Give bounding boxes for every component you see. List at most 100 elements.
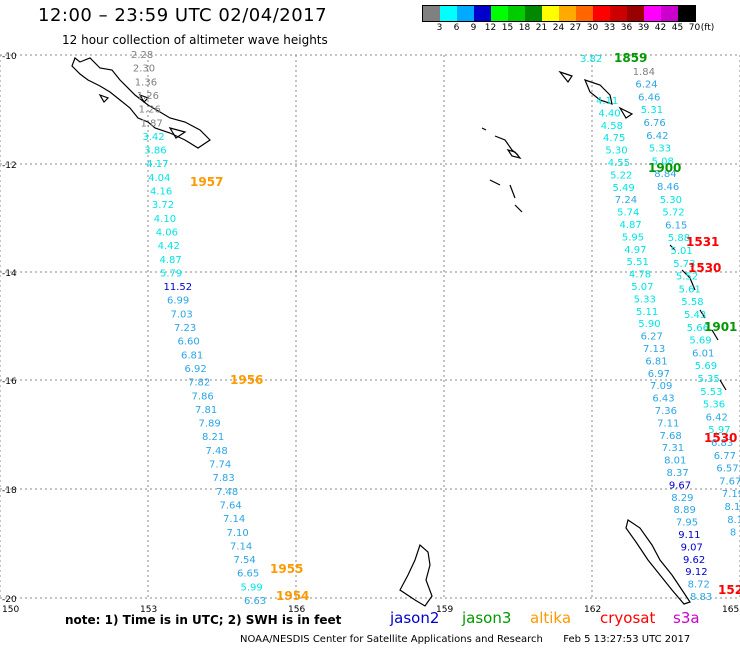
scale-swatch-1 xyxy=(440,6,457,21)
scale-tick-label: 12 xyxy=(484,23,497,33)
wave-height-value: 8.83 xyxy=(690,592,712,603)
wave-height-value: 7.10 xyxy=(227,528,249,539)
wave-height-value: 9.07 xyxy=(681,542,703,553)
wave-height-value: 6.77 xyxy=(714,451,736,462)
wave-height-value: 8.89 xyxy=(674,505,696,516)
wave-height-value: 6.83 xyxy=(711,438,733,449)
wave-height-value: 7.82 xyxy=(188,378,210,389)
wave-height-value: 5.90 xyxy=(638,319,660,330)
wave-height-value: 4.78 xyxy=(629,270,651,281)
scale-tick-label: 36 xyxy=(620,23,633,33)
wave-height-value: 3.42 xyxy=(142,132,164,143)
wave-height-value: 5.69 xyxy=(695,361,717,372)
wave-height-value: 5.33 xyxy=(634,294,656,305)
wave-height-value: 5.11 xyxy=(636,307,658,318)
wave-height-value: 7.24 xyxy=(615,195,637,206)
wave-height-value: 4.75 xyxy=(603,133,625,144)
pass-time-label: 1900 xyxy=(648,161,681,175)
wave-height-value: 7.48 xyxy=(216,487,238,498)
wave-height-value: 6.57 xyxy=(716,464,738,475)
wave-height-value: 7.48 xyxy=(206,446,228,457)
wave-height-value: 1.87 xyxy=(141,118,163,129)
wave-height-value: 5.31 xyxy=(641,105,663,116)
wave-height-value: 5.99 xyxy=(241,582,263,593)
wave-height-value: 4.42 xyxy=(158,241,180,252)
wave-height-value: 8.29 xyxy=(671,493,693,504)
wave-height-value: 6.81 xyxy=(645,356,667,367)
coastline-solomons xyxy=(558,70,634,119)
wave-height-value: 6.99 xyxy=(167,296,189,307)
wave-height-value: 3.72 xyxy=(152,200,174,211)
scale-swatch-5 xyxy=(508,6,525,21)
wave-height-value: 5.97 xyxy=(708,425,730,436)
wave-height-value: 7.81 xyxy=(195,405,217,416)
scale-swatch-2 xyxy=(457,6,474,21)
pass-time-label: 1901 xyxy=(704,320,737,334)
wave-height-value: 4.97 xyxy=(624,245,646,256)
wave-height-value: 7.31 xyxy=(662,443,684,454)
scale-tick-label: 21 xyxy=(535,23,548,33)
wave-height-value: 6.15 xyxy=(665,220,687,231)
wave-height-value: 6.01 xyxy=(692,348,714,359)
wave-height-value: 4.55 xyxy=(608,158,630,169)
wave-height-value: 5.53 xyxy=(700,387,722,398)
wave-height-value: 6.27 xyxy=(641,332,663,343)
scale-swatch-4 xyxy=(491,6,508,21)
wave-height-value: 2.28 xyxy=(131,50,153,61)
wave-height-value: 4.40 xyxy=(598,108,620,119)
wave-height-value: 6.42 xyxy=(706,412,728,423)
wave-height-value: 5.01 xyxy=(671,246,693,257)
scale-tick-label: 27 xyxy=(569,23,582,33)
wave-height-value: 3.82 xyxy=(580,54,602,65)
wave-height-value: 7.14 xyxy=(230,541,252,552)
wave-height-value: 5.30 xyxy=(660,195,682,206)
wave-height-value: 8.14 xyxy=(725,502,740,513)
scale-tick-label: 18 xyxy=(518,23,531,33)
coastline-island xyxy=(98,93,187,139)
scale-swatch-11 xyxy=(610,6,627,21)
scale-tick-label: 39 xyxy=(637,23,650,33)
scale-swatch-13 xyxy=(644,6,661,21)
credit-text: NOAA/NESDIS Center for Satellite Applica… xyxy=(240,634,543,645)
wave-height-value: 5.52 xyxy=(676,272,698,283)
wave-height-value: 6.81 xyxy=(181,350,203,361)
lat-label: -10 xyxy=(2,52,17,62)
pass-time-label: 1955 xyxy=(270,562,303,576)
wave-height-value: 7.13 xyxy=(643,344,665,355)
wave-height-value: 6.63 xyxy=(244,596,266,607)
wave-height-value: 6.46 xyxy=(638,92,660,103)
wave-height-value: 5.08 xyxy=(652,156,674,167)
lat-label: -18 xyxy=(2,486,17,496)
legend-jason3: jason3 xyxy=(462,609,512,627)
scale-tick-label: 15 xyxy=(501,23,514,33)
wave-height-value: 4.16 xyxy=(150,187,172,198)
wave-height-value: 8.84 xyxy=(654,169,676,180)
wave-height-value: 7.74 xyxy=(209,460,231,471)
wave-height-value: 5.88 xyxy=(668,233,690,244)
wave-height-value: 1.26 xyxy=(139,105,161,116)
scale-tick-label: 42 xyxy=(654,23,667,33)
pass-time-label: 1531 xyxy=(686,235,719,249)
wave-height-value: 7.68 xyxy=(659,431,681,442)
legend-jason2: jason2 xyxy=(390,609,440,627)
wave-height-value: 7.54 xyxy=(234,555,256,566)
wave-height-value: 6.65 xyxy=(237,569,259,580)
wave-height-value: 5.95 xyxy=(622,232,644,243)
timestamp-text: Feb 5 13:27:53 UTC 2017 xyxy=(563,634,691,645)
scale-swatch-0 xyxy=(423,6,440,21)
wave-height-value: 5.58 xyxy=(681,297,703,308)
lon-label: 150 xyxy=(2,605,19,615)
wave-height-value: 11.52 xyxy=(164,282,193,293)
pass-time-label: 1957 xyxy=(190,175,223,189)
wave-height-value: 4.58 xyxy=(601,121,623,132)
scale-tick-label: 9 xyxy=(470,23,477,33)
scale-tick-label: 24 xyxy=(552,23,565,33)
wave-height-value: 9.12 xyxy=(685,567,707,578)
wave-height-value: 5.69 xyxy=(689,336,711,347)
scale-tick-label: (ft) xyxy=(700,23,715,33)
scale-swatch-10 xyxy=(593,6,610,21)
lon-label: 162 xyxy=(584,605,601,615)
scale-swatch-15 xyxy=(678,6,695,21)
scale-swatch-8 xyxy=(559,6,576,21)
wave-height-value: 4.11 xyxy=(596,96,618,107)
